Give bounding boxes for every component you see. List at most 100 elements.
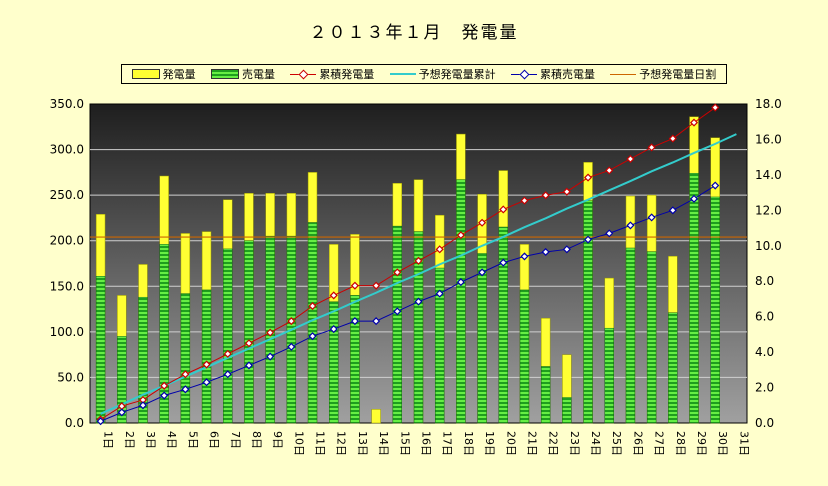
bar-sold (350, 295, 360, 424)
cumulative-sold-point (372, 317, 381, 326)
legend-label: 累積発電量 (319, 68, 375, 81)
cumulative-sold-point (160, 391, 169, 400)
cumulative-sold-point (626, 221, 635, 230)
cumulative-sold-point (605, 229, 614, 238)
x-tick-label: 30日 (716, 431, 729, 456)
y-left-tick-label: 250.0 (50, 188, 84, 202)
cumulative-sold-point (96, 417, 105, 426)
cumulative-generation-point (223, 349, 232, 358)
bar-sold (498, 226, 508, 424)
cumulative-sold-point (414, 297, 423, 306)
legend-label: 売電量 (241, 68, 275, 81)
y-right-tick-label: 12.0 (755, 203, 782, 217)
x-tick-label: 26日 (631, 431, 644, 456)
bar-sold (180, 293, 191, 424)
cumulative-generation-point (626, 154, 635, 163)
x-tick-label: 23日 (568, 431, 581, 456)
bar-sold (540, 366, 551, 424)
cumulative-generation-point (520, 196, 529, 205)
y-right-tick-label: 8.0 (755, 274, 774, 288)
x-tick-label: 6日 (208, 431, 221, 449)
cumulative-sold-point (287, 342, 296, 351)
cumulative-generation-line (100, 107, 716, 420)
cumulative-sold-point (223, 370, 232, 379)
bar-sold (477, 253, 487, 424)
bar-sold (668, 312, 678, 424)
y-right-tick-label: 0.0 (755, 416, 774, 430)
legend-swatch (389, 73, 416, 75)
cumulative-sold-point (202, 378, 211, 387)
bar-sold (625, 247, 636, 424)
x-tick-label: 19日 (483, 431, 496, 456)
bar-sold (710, 196, 720, 424)
cumulative-generation-point (583, 173, 593, 182)
cumulative-generation-point (266, 328, 275, 337)
cumulative-sold-point (647, 213, 656, 222)
x-tick-label: 20日 (504, 431, 517, 456)
bar-sold (201, 289, 212, 424)
y-left-tick-label: 0.0 (65, 416, 84, 430)
x-tick-label: 25日 (610, 431, 623, 456)
cumulative-generation-point (329, 291, 338, 300)
bar-sold (95, 276, 106, 424)
cumulative-generation-point (668, 134, 677, 143)
x-tick-label: 7日 (229, 431, 242, 449)
cumulative-sold-point (562, 245, 571, 254)
bar-sold (117, 336, 127, 424)
cumulative-generation-point (202, 360, 211, 369)
chart-title: ２０１３年１月 発電量 (309, 23, 519, 43)
cumulative-generation-point (350, 281, 359, 290)
cumulative-sold-point (668, 206, 677, 215)
y-left-tick-label: 50.0 (57, 370, 84, 384)
bar-sold (646, 251, 657, 424)
y-left-tick-label: 200.0 (50, 234, 84, 248)
x-tick-label: 27日 (653, 431, 666, 456)
cumulative-sold-point (689, 194, 699, 203)
cumulative-generation-point (711, 103, 720, 112)
x-tick-label: 24日 (589, 431, 602, 456)
x-tick-label: 5日 (186, 431, 199, 449)
bar-sold (244, 240, 254, 424)
cumulative-generation-point (478, 218, 487, 227)
bar-sold (583, 200, 593, 424)
x-tick-label: 10日 (292, 431, 305, 456)
cumulative-sold-point (499, 258, 508, 267)
legend-label: 累積売電量 (539, 68, 595, 81)
legend-label: 予想発電量日割 (639, 68, 717, 81)
cumulative-generation-point (689, 118, 699, 127)
y-right-tick-label: 16.0 (755, 132, 782, 146)
y-left-tick-label: 150.0 (50, 279, 84, 293)
cumulative-sold-point (393, 307, 402, 316)
legend-entry: 累積売電量 (510, 66, 595, 82)
x-tick-label: 18日 (462, 431, 475, 456)
cumulative-generation-point (435, 245, 444, 254)
bar-sold (413, 231, 424, 424)
cumulative-generation-point (372, 281, 381, 290)
x-tick-label: 16日 (420, 431, 433, 456)
x-tick-label: 3日 (144, 431, 157, 449)
cumulative-generation-point (308, 301, 317, 311)
cumulative-sold-point (711, 181, 720, 190)
cumulative-generation-point (541, 191, 550, 200)
legend-entry: 予想発電量累計 (389, 66, 496, 82)
x-tick-label: 22日 (547, 431, 560, 456)
cumulative-sold-point (435, 289, 444, 298)
chart-legend: 発電量 売電量 累積発電量 予想発電量累計 累積売電量 予想発電量日割 (121, 64, 727, 84)
legend-swatch (131, 69, 160, 79)
bar-sold (138, 296, 148, 424)
cumulative-sold-point (117, 408, 126, 417)
cumulative-generation-point (562, 187, 571, 196)
bar-sold (562, 397, 572, 424)
x-tick-label: 11日 (314, 431, 327, 456)
cumulative-sold-point (138, 401, 148, 410)
legend-entry: 予想発電量日割 (610, 66, 716, 82)
bar-generation (371, 409, 381, 424)
cumulative-sold-point (266, 352, 275, 361)
x-tick-label: 28日 (674, 431, 687, 456)
y-right-tick-label: 2.0 (755, 381, 774, 395)
x-tick-label: 29日 (695, 431, 708, 456)
cumulative-generation-point (181, 370, 190, 379)
legend-swatch (610, 73, 637, 75)
legend-label: 発電量 (162, 68, 196, 81)
